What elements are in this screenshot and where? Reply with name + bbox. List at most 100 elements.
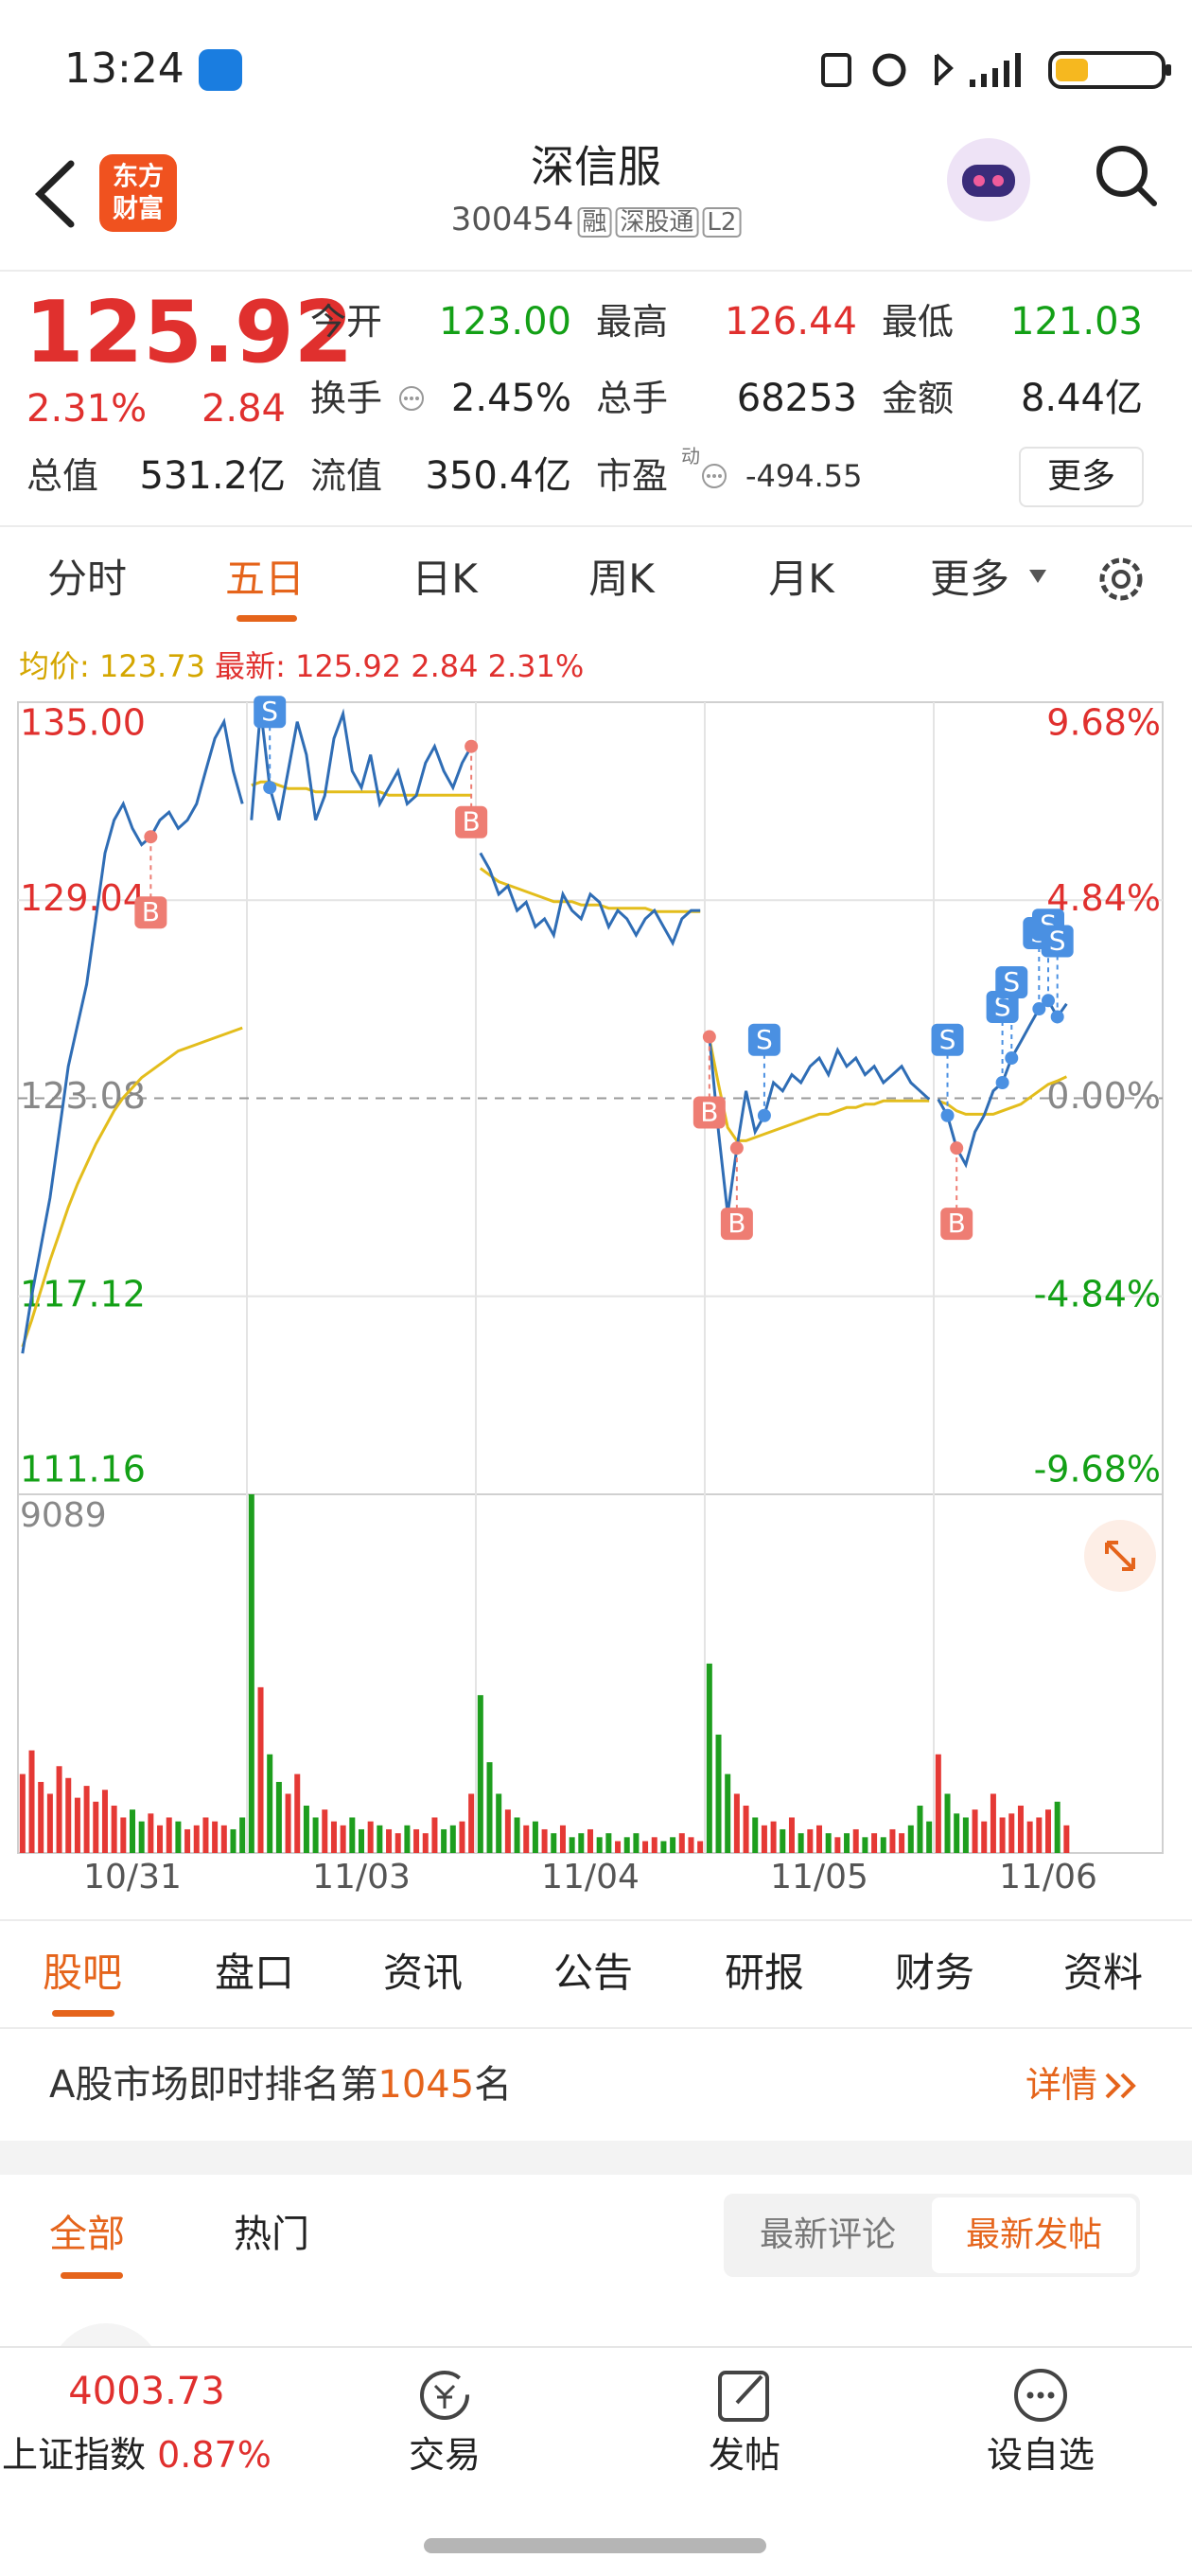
volume-bar [917, 1805, 923, 1853]
index-value: 4003.73 [68, 2370, 225, 2413]
avg-line [708, 1037, 930, 1142]
logo-text: 东方 [113, 162, 164, 192]
more-button[interactable]: 更多 [1019, 447, 1144, 507]
section-tab[interactable]: 公告 [552, 1950, 634, 1996]
volume-bar [944, 1793, 951, 1853]
signal-dot [144, 830, 158, 844]
volume-bar [138, 1821, 145, 1853]
info-icon[interactable] [397, 384, 426, 413]
period-tab[interactable]: 分时 [46, 556, 128, 602]
volume-bar [788, 1817, 795, 1853]
period-tab[interactable]: 更多 [929, 556, 1010, 602]
volume-bar [111, 1805, 117, 1853]
chart-frame [17, 701, 1164, 1854]
price-line [250, 708, 473, 821]
section-tab[interactable]: 资讯 [382, 1950, 464, 1996]
signal-label: S [1003, 966, 1020, 997]
price-line [479, 852, 701, 947]
field-value: 8.44亿 [1020, 377, 1143, 420]
volume-bar [1063, 1825, 1070, 1853]
settings-button[interactable] [1093, 551, 1149, 608]
volume-bar [780, 1828, 786, 1853]
volume-bar [862, 1837, 868, 1853]
volume-bar [74, 1797, 80, 1853]
action-label[interactable]: 发帖 [708, 2434, 781, 2476]
volume-bar [834, 1837, 841, 1853]
signal-dot [702, 1030, 716, 1044]
field-label: 换手 [310, 378, 383, 419]
expand-button[interactable] [1082, 1518, 1158, 1594]
divider [0, 270, 1192, 272]
action-label[interactable]: 设自选 [986, 2434, 1096, 2476]
volume-bar [962, 1817, 969, 1853]
volume-bar [551, 1833, 557, 1853]
section-tab[interactable]: 研报 [724, 1950, 805, 1996]
index-name: 上证指数 [2, 2434, 147, 2476]
info-icon[interactable] [700, 462, 728, 490]
volume-bar [101, 1790, 108, 1853]
period-tab[interactable]: 月K [768, 556, 834, 602]
volume-bar [642, 1841, 649, 1853]
search-button[interactable] [1088, 137, 1164, 213]
section-tab[interactable]: 财务 [894, 1950, 975, 1996]
divider [0, 1919, 1192, 1921]
field-value: -494.55 [745, 458, 863, 494]
signal-badge [747, 1023, 780, 1056]
period-tab[interactable]: 周K [588, 556, 655, 602]
assistant-avatar[interactable] [941, 132, 1036, 227]
volume-bar [220, 1825, 227, 1853]
signal-label: S [261, 696, 278, 727]
spacer [0, 2141, 1192, 2175]
volume-bar [359, 1828, 364, 1853]
section-tab-active[interactable]: 股吧 [42, 1950, 123, 1996]
detail-link[interactable]: 详情 [1025, 2064, 1097, 2106]
volume-bar [322, 1809, 328, 1853]
field-value: 2.45% [450, 377, 571, 420]
field-value: 68253 [736, 377, 857, 420]
field-value: 350.4亿 [425, 454, 571, 498]
section-tab[interactable]: 盘口 [214, 1950, 295, 1996]
avg-label: 均价: [19, 648, 90, 684]
volume-bar [1017, 1805, 1024, 1853]
period-tab[interactable]: 日K [412, 556, 478, 602]
volume-bar [1008, 1813, 1015, 1853]
signal-label: B [727, 1208, 745, 1239]
x-tick-label: 11/03 [312, 1858, 411, 1897]
volume-bar [157, 1825, 164, 1853]
post-tab-active[interactable]: 全部 [49, 2213, 125, 2256]
signal-dot [729, 1141, 744, 1156]
volume-bar [880, 1837, 886, 1853]
rank-line: A股市场即时排名第1045名 [49, 2066, 512, 2104]
volume-bar [496, 1793, 502, 1853]
signal-dot [757, 1108, 771, 1122]
y-tick-label: 123.08 [20, 1075, 146, 1117]
volume-bar [230, 1828, 237, 1853]
volume-bar [340, 1825, 346, 1853]
post-tab[interactable]: 热门 [234, 2213, 309, 2256]
clock: 13:24 [64, 44, 184, 93]
more-label: 更多 [1046, 457, 1116, 496]
volume-bar [1054, 1801, 1061, 1853]
action-label[interactable]: 交易 [408, 2434, 482, 2476]
tab-underline [237, 615, 297, 622]
volume-bar [212, 1821, 219, 1853]
period-tab-active[interactable]: 五日 [224, 556, 306, 602]
sort-option-active[interactable]: 最新发帖 [965, 2215, 1103, 2254]
volume-bar [532, 1821, 538, 1853]
sort-option[interactable]: 最新评论 [759, 2215, 897, 2254]
back-button[interactable] [28, 156, 85, 232]
volume-bar [715, 1734, 722, 1853]
detail-chevrons [1105, 2073, 1136, 2099]
volume-bar [257, 1686, 264, 1853]
latest-label: 最新: [215, 648, 286, 684]
volume-bar [413, 1828, 420, 1853]
volume-bar [816, 1825, 822, 1853]
section-tab[interactable]: 资料 [1062, 1950, 1144, 1996]
field-label: 今开 [310, 301, 383, 343]
y2-tick-label: 4.84% [1046, 877, 1161, 919]
y2-tick-label: 9.68% [1046, 702, 1161, 744]
volume-bar [441, 1828, 447, 1853]
volume-bar [514, 1817, 520, 1853]
index-line[interactable]: 上证指数 0.87% [2, 2437, 272, 2473]
